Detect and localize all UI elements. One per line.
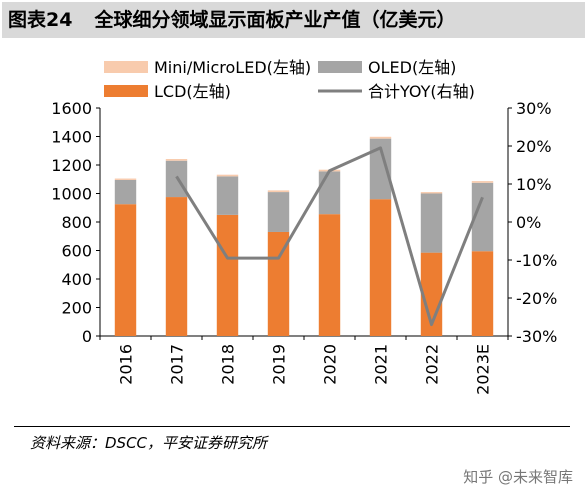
left-tick-label: 1000 <box>51 185 92 204</box>
x-tick-label: 2017 <box>168 344 187 385</box>
bar-oled-2020 <box>318 171 341 215</box>
right-tick-label: -20% <box>516 289 557 308</box>
legend-label: LCD(左轴) <box>154 82 231 101</box>
watermark: 知乎 @未来智库 <box>463 468 573 486</box>
x-tick-label: 2023E <box>474 344 493 395</box>
left-tick-label: 400 <box>61 270 92 289</box>
right-tick-label: 10% <box>516 175 552 194</box>
bar-oled-2023E <box>471 182 494 252</box>
figure-title: 图表24 全球细分领域显示面板产业产值（亿美元） <box>2 2 585 38</box>
x-tick-label: 2016 <box>117 344 136 385</box>
bar-minimicroled-2019 <box>267 190 290 193</box>
bar-lcd-2020 <box>318 214 341 336</box>
right-tick-label: 30% <box>516 99 552 118</box>
left-tick-label: 600 <box>61 242 92 261</box>
x-tick-labels: 2016 2017 2018 2019 2020 2021 2022 2023E <box>117 344 493 395</box>
right-tick-label: -30% <box>516 327 557 346</box>
left-tick-label: 1200 <box>51 156 92 175</box>
bar-minimicroled-2017 <box>165 159 188 161</box>
x-tick-label: 2020 <box>321 344 340 385</box>
legend-swatch <box>318 61 362 73</box>
bar-oled-2019 <box>267 192 290 232</box>
left-tick-label: 0 <box>82 327 92 346</box>
bars <box>114 136 494 336</box>
bar-minimicroled-2016 <box>114 178 137 180</box>
legend-label: OLED(左轴) <box>368 58 456 77</box>
legend-swatch <box>104 61 148 73</box>
left-tick-label: 200 <box>61 299 92 318</box>
legend: Mini/MicroLED(左轴) OLED(左轴) LCD(左轴) 合计YOY(右轴… <box>104 58 475 101</box>
right-tick-label: -10% <box>516 251 557 270</box>
right-tick-label: 20% <box>516 137 552 156</box>
bar-oled-2016 <box>114 179 137 205</box>
bar-lcd-2017 <box>165 197 188 336</box>
bar-lcd-2023E <box>471 251 494 336</box>
legend-label: 合计YOY(右轴) <box>368 82 475 101</box>
left-tick-label: 1400 <box>51 128 92 147</box>
figure-number: 图表24 <box>8 9 73 31</box>
bar-lcd-2016 <box>114 204 137 336</box>
bar-minimicroled-2023E <box>471 181 494 183</box>
bar-minimicroled-2021 <box>369 136 392 139</box>
left-tick-label: 800 <box>61 213 92 232</box>
bar-oled-2018 <box>216 176 239 215</box>
x-tick-label: 2018 <box>219 344 238 385</box>
bar-minimicroled-2022 <box>420 192 443 194</box>
right-tick-label: 0% <box>516 213 541 232</box>
x-tick-label: 2019 <box>270 344 289 385</box>
bar-lcd-2018 <box>216 214 239 336</box>
yoy-line <box>175 146 484 327</box>
x-tick-label: 2021 <box>372 344 391 385</box>
x-tick-label: 2022 <box>423 344 442 385</box>
bar-oled-2021 <box>369 138 392 200</box>
figure-title-text: 全球细分领域显示面板产业产值（亿美元） <box>94 9 456 31</box>
legend-label: Mini/MicroLED(左轴) <box>154 58 311 77</box>
left-tick-label: 1600 <box>51 99 92 118</box>
bar-oled-2022 <box>420 193 443 253</box>
source-note: 资料来源：DSCC，平安证券研究所 <box>30 434 268 452</box>
legend-swatch <box>104 85 148 97</box>
bar-lcd-2021 <box>369 199 392 336</box>
bar-minimicroled-2018 <box>216 174 239 177</box>
source-divider <box>14 426 570 427</box>
